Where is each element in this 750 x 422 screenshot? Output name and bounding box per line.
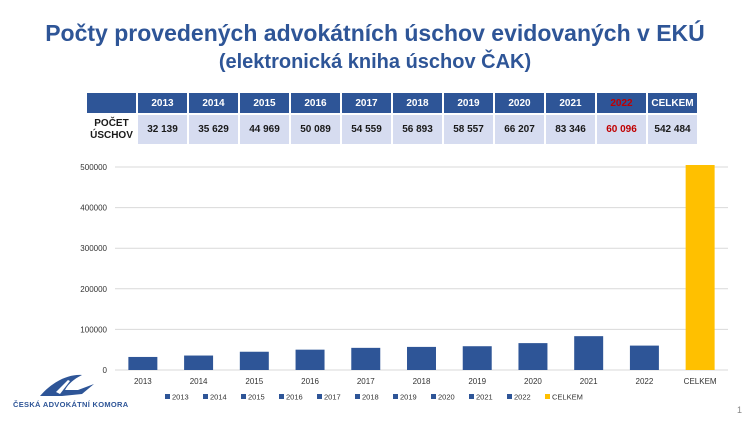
table-value-cell: 50 089	[291, 115, 340, 144]
table-value-cell: 66 207	[495, 115, 544, 144]
legend-label: 2020	[438, 393, 455, 402]
legend-swatch	[469, 394, 474, 399]
x-tick-label: 2021	[580, 377, 598, 386]
table-value-cell: 542 484	[648, 115, 697, 144]
bar	[574, 336, 604, 370]
table-header-cell: 2013	[138, 93, 187, 113]
table-header-cell: 2015	[240, 93, 289, 113]
bar	[407, 346, 436, 370]
table-value-cell: 60 096	[597, 115, 646, 144]
legend-label: 2021	[476, 393, 493, 402]
table-value-cell: 32 139	[138, 115, 187, 144]
data-table: 2013 2014 2015 2016 2017 2018 2019 2020 …	[85, 91, 699, 146]
y-tick-label: 500000	[80, 163, 107, 172]
x-tick-label: 2015	[245, 377, 263, 386]
table-row-label: POČET ÚSCHOV	[87, 115, 136, 144]
table-value-cell: 35 629	[189, 115, 238, 144]
legend-swatch	[317, 394, 322, 399]
legend-swatch	[279, 394, 284, 399]
legend-swatch	[545, 394, 550, 399]
bar	[184, 355, 214, 370]
x-tick-label: 2016	[301, 377, 319, 386]
table-header-cell: 2021	[546, 93, 595, 113]
x-tick-label: 2013	[134, 377, 152, 386]
bar	[239, 351, 269, 370]
x-tick-label: 2022	[636, 377, 654, 386]
table-header-cell: 2017	[342, 93, 391, 113]
legend-label: 2022	[514, 393, 531, 402]
table-value-cell: 44 969	[240, 115, 289, 144]
table-value-cell: 58 557	[444, 115, 493, 144]
bar	[518, 343, 548, 370]
legend-swatch	[203, 394, 208, 399]
legend-label: 2016	[286, 393, 303, 402]
legend-swatch	[393, 394, 398, 399]
table-header-row: 2013 2014 2015 2016 2017 2018 2019 2020 …	[87, 93, 697, 113]
x-tick-label: 2014	[190, 377, 208, 386]
legend-label: 2013	[172, 393, 189, 402]
table-header-cell: 2022	[597, 93, 646, 113]
page-number: 1	[737, 405, 743, 415]
bar	[295, 349, 325, 370]
bar	[629, 345, 659, 370]
row-label-line1: POČET	[94, 117, 129, 129]
table-value-row: POČET ÚSCHOV 32 139 35 629 44 969 50 089…	[87, 115, 697, 144]
table-value-cell: 54 559	[342, 115, 391, 144]
bar	[685, 165, 715, 370]
row-label-line2: ÚSCHOV	[90, 129, 133, 141]
x-tick-label: 2020	[524, 377, 542, 386]
y-tick-label: 0	[103, 366, 108, 375]
x-tick-label: 2017	[357, 377, 375, 386]
x-tick-label: 2019	[468, 377, 486, 386]
legend-label: CELKEM	[552, 393, 583, 402]
table-value-cell: 83 346	[546, 115, 595, 144]
logo-text: ČESKÁ ADVOKÁTNÍ KOMORA	[13, 400, 129, 409]
table-header-cell: 2016	[291, 93, 340, 113]
bar	[462, 346, 492, 370]
legend-label: 2015	[248, 393, 265, 402]
bar	[128, 356, 158, 370]
page-title: Počty provedených advokátních úschov evi…	[45, 20, 705, 46]
table-value-cell: 56 893	[393, 115, 442, 144]
y-tick-label: 100000	[80, 325, 107, 334]
legend-swatch	[165, 394, 170, 399]
legend-label: 2019	[400, 393, 417, 402]
legend-label: 2017	[324, 393, 341, 402]
legend-swatch	[431, 394, 436, 399]
table-header-cell: 2020	[495, 93, 544, 113]
table-header-cell: CELKEM	[648, 93, 697, 113]
legend-label: 2014	[210, 393, 227, 402]
page-subtitle: (elektronická kniha úschov ČAK)	[218, 51, 532, 73]
bar	[351, 347, 381, 370]
table-header-cell: 2018	[393, 93, 442, 113]
legend-swatch	[507, 394, 512, 399]
y-tick-label: 300000	[80, 244, 107, 253]
cak-logo-icon	[40, 374, 94, 396]
legend-swatch	[241, 394, 246, 399]
table-corner	[87, 93, 136, 113]
legend-label: 2018	[362, 393, 379, 402]
x-tick-label: 2018	[413, 377, 431, 386]
table-header-cell: 2014	[189, 93, 238, 113]
legend-swatch	[355, 394, 360, 399]
x-tick-label: CELKEM	[684, 377, 717, 386]
table-header-cell: 2019	[444, 93, 493, 113]
y-tick-label: 400000	[80, 204, 107, 213]
y-tick-label: 200000	[80, 285, 107, 294]
